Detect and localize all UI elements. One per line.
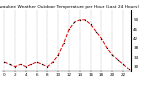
Title: Milwaukee Weather Outdoor Temperature per Hour (Last 24 Hours): Milwaukee Weather Outdoor Temperature pe…	[0, 5, 139, 9]
